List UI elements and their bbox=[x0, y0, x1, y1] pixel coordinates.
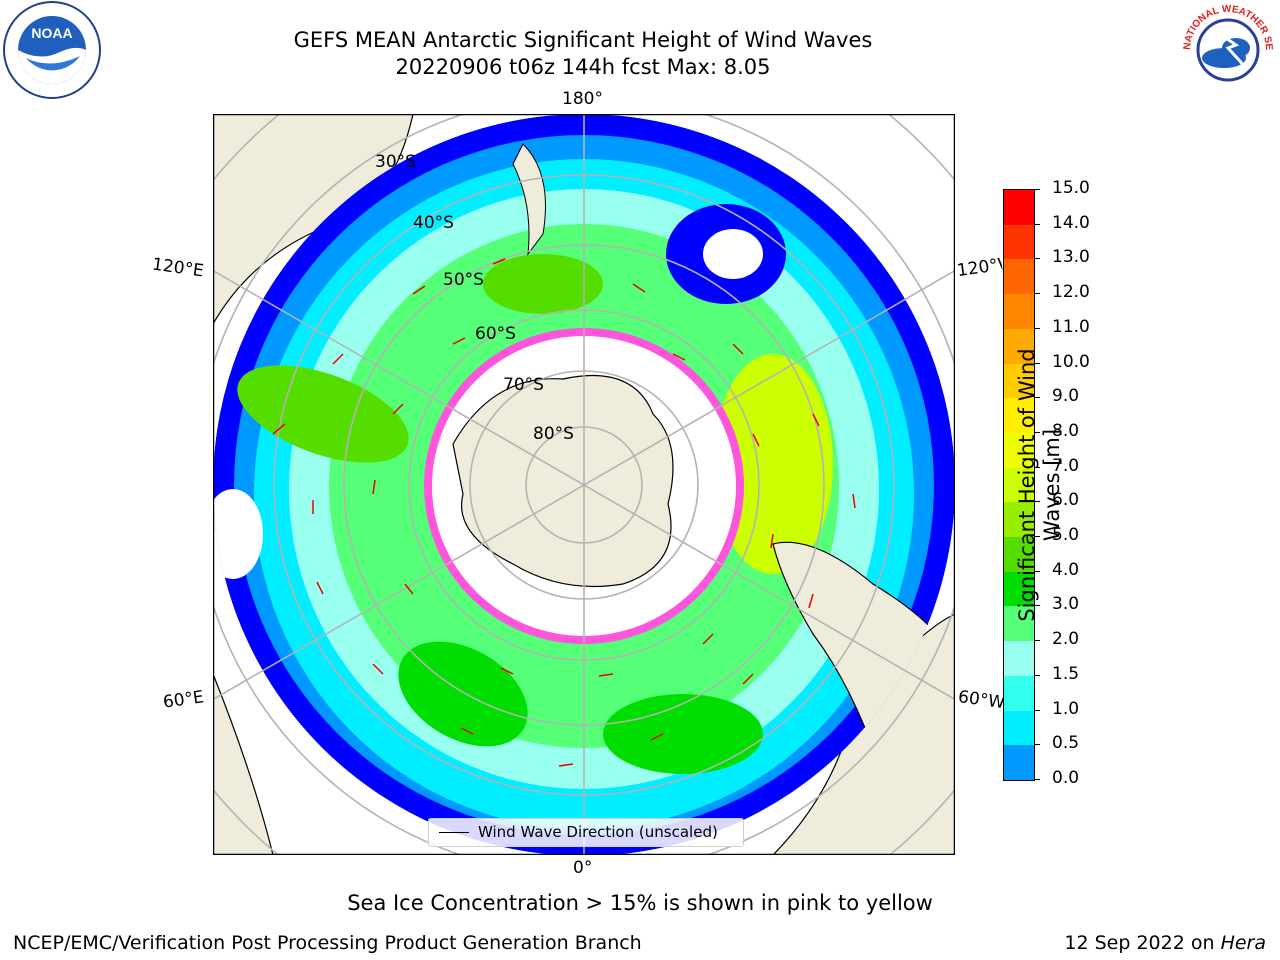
colorbar-segment bbox=[1004, 328, 1034, 365]
colorbar-tick-label: 1.5 bbox=[1052, 663, 1080, 684]
colorbar-tick-label: 6.0 bbox=[1052, 490, 1080, 511]
graticule bbox=[213, 114, 955, 855]
colorbar-tick-mark bbox=[1034, 189, 1040, 190]
nws-logo: NATIONAL WEATHER SERVICE bbox=[1176, 0, 1276, 98]
colorbar-tick-mark bbox=[1034, 431, 1040, 433]
colorbar-tick-mark bbox=[1034, 709, 1040, 711]
caption: Sea Ice Concentration > 15% is shown in … bbox=[347, 891, 933, 915]
colorbar-tick-label: 0.0 bbox=[1052, 768, 1080, 788]
legend-label: Wind Wave Direction (unscaled) bbox=[478, 823, 718, 841]
lat-label-30s: 30°S bbox=[375, 152, 416, 172]
colorbar-tick-mark bbox=[1034, 605, 1040, 607]
colorbar-tick-label: 11.0 bbox=[1052, 316, 1090, 337]
colorbar-tick-mark bbox=[1034, 293, 1040, 295]
colorbar-tick-label: 0.5 bbox=[1052, 733, 1080, 754]
footer-host: Hera bbox=[1220, 932, 1266, 954]
lon-label-120e: 120°E bbox=[150, 254, 205, 282]
colorbar-tick-mark bbox=[1034, 640, 1040, 642]
lat-label-60s: 60°S bbox=[475, 324, 516, 344]
colorbar-tick-label: 13.0 bbox=[1052, 247, 1090, 268]
lat-label-50s: 50°S bbox=[443, 270, 484, 290]
colorbar-segment bbox=[1004, 190, 1034, 226]
colorbar-segment bbox=[1004, 745, 1034, 781]
colorbar-segment bbox=[1004, 467, 1034, 503]
lat-label-80s: 80°S bbox=[533, 424, 574, 444]
colorbar-tick-label: 7.0 bbox=[1052, 455, 1080, 476]
colorbar-segment bbox=[1004, 259, 1034, 295]
colorbar-tick-mark bbox=[1034, 466, 1040, 468]
colorbar-tick-label: 15.0 bbox=[1052, 178, 1090, 198]
lon-label-60e: 60°E bbox=[161, 687, 206, 713]
lon-label-120w: 120°W bbox=[955, 254, 1004, 282]
colorbar bbox=[1003, 189, 1035, 781]
lat-label-70s: 70°S bbox=[503, 375, 544, 395]
lon-label-0: 0° bbox=[573, 858, 593, 878]
colorbar-tick-mark bbox=[1034, 397, 1040, 399]
lon-label-60w: 60°W bbox=[956, 686, 1005, 714]
colorbar-tick-mark bbox=[1034, 223, 1040, 225]
colorbar-segment bbox=[1004, 571, 1034, 607]
colorbar-label: Significant Height of Wind Waves [m] bbox=[1015, 348, 1064, 622]
legend-line-sample bbox=[439, 832, 469, 833]
colorbar-tick-mark bbox=[1034, 779, 1040, 780]
colorbar-segment bbox=[1004, 363, 1034, 399]
chart-subtitle: 20220906 t06z 144h fcst Max: 8.05 bbox=[395, 55, 771, 79]
colorbar-tick-label: 2.0 bbox=[1052, 629, 1080, 650]
colorbar-segment bbox=[1004, 398, 1034, 434]
colorbar-tick-mark bbox=[1034, 327, 1040, 329]
colorbar-segment bbox=[1004, 432, 1034, 469]
colorbar-tick-label: 14.0 bbox=[1052, 212, 1090, 233]
footer-left: NCEP/EMC/Verification Post Processing Pr… bbox=[13, 932, 642, 954]
colorbar-segment bbox=[1004, 675, 1034, 712]
colorbar-tick-mark bbox=[1034, 362, 1040, 364]
colorbar-tick-mark bbox=[1034, 536, 1040, 538]
map-legend: Wind Wave Direction (unscaled) bbox=[428, 818, 744, 847]
colorbar-tick-label: 4.0 bbox=[1052, 559, 1080, 580]
colorbar-tick-label: 1.0 bbox=[1052, 698, 1080, 719]
colorbar-segment bbox=[1004, 294, 1034, 330]
colorbar-tick-label: 9.0 bbox=[1052, 386, 1080, 407]
noaa-logo-text: NOAA bbox=[31, 25, 72, 41]
land-outside-circle bbox=[213, 114, 955, 855]
noaa-logo: NOAA bbox=[3, 1, 101, 99]
lon-label-180: 180° bbox=[562, 89, 603, 109]
colorbar-segment bbox=[1004, 606, 1034, 642]
colorbar-tick-label: 8.0 bbox=[1052, 420, 1080, 441]
polar-map bbox=[213, 114, 955, 855]
colorbar-tick-label: 12.0 bbox=[1052, 282, 1090, 303]
colorbar-segment bbox=[1004, 641, 1034, 677]
colorbar-segment bbox=[1004, 224, 1034, 260]
colorbar-segment bbox=[1004, 502, 1034, 538]
colorbar-tick-label: 5.0 bbox=[1052, 525, 1080, 546]
colorbar-tick-mark bbox=[1034, 258, 1040, 260]
chart-title: GEFS MEAN Antarctic Significant Height o… bbox=[293, 28, 873, 52]
colorbar-tick-mark bbox=[1034, 674, 1040, 676]
colorbar-segment bbox=[1004, 710, 1034, 746]
colorbar-segment bbox=[1004, 537, 1034, 573]
lat-label-40s: 40°S bbox=[413, 213, 454, 233]
colorbar-tick-mark bbox=[1034, 744, 1040, 746]
footer-right: 12 Sep 2022 on Hera bbox=[1064, 932, 1266, 954]
colorbar-tick-mark bbox=[1034, 570, 1040, 572]
footer-date: 12 Sep 2022 on bbox=[1064, 932, 1221, 954]
colorbar-tick-mark bbox=[1034, 501, 1040, 503]
colorbar-tick-label: 3.0 bbox=[1052, 594, 1080, 615]
wind-wave-arrows bbox=[272, 258, 856, 767]
colorbar-tick-label: 10.0 bbox=[1052, 351, 1090, 372]
